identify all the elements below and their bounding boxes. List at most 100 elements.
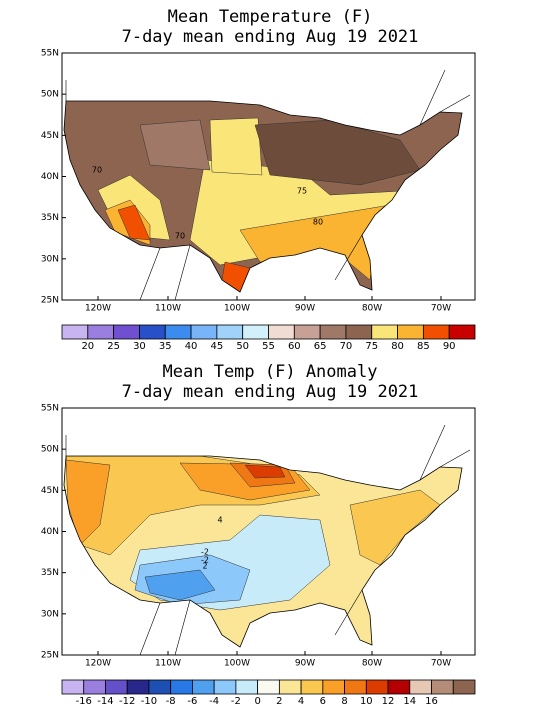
colorbar-box bbox=[365, 679, 389, 695]
colorbar-label: -14 bbox=[97, 696, 113, 707]
lon-label: 70W bbox=[431, 659, 451, 669]
colorbar-box bbox=[126, 679, 150, 695]
colorbar-label: 60 bbox=[288, 341, 301, 352]
lon-label: 80W bbox=[362, 304, 382, 314]
colorbar-box bbox=[190, 324, 218, 340]
contour-region bbox=[139, 119, 211, 171]
lat-label: 40N bbox=[41, 172, 59, 182]
colorbar-box bbox=[213, 679, 237, 695]
colorbar-box bbox=[431, 679, 454, 695]
shading bbox=[65, 456, 441, 611]
colorbar-label: 70 bbox=[340, 341, 353, 352]
map-body: 70 75 80 70 bbox=[63, 69, 471, 301]
coastline bbox=[174, 599, 191, 656]
colorbar-box bbox=[61, 324, 89, 340]
coastline bbox=[174, 244, 191, 301]
lat-label: 30N bbox=[41, 609, 59, 619]
colorbar-box bbox=[448, 324, 476, 340]
colorbar-box bbox=[278, 679, 302, 695]
colorbar-box bbox=[105, 679, 128, 695]
lon-label: 100W bbox=[224, 304, 250, 314]
contour-region bbox=[244, 464, 286, 479]
contour-label: 70 bbox=[175, 232, 185, 241]
lat-label: 50N bbox=[41, 445, 59, 455]
colorbar-box bbox=[387, 679, 411, 695]
colorbar-label: 10 bbox=[360, 696, 373, 707]
contour-label: -2 bbox=[201, 548, 209, 557]
colorbar-box bbox=[148, 679, 172, 695]
coastline bbox=[439, 94, 471, 113]
contour-label: 4 bbox=[217, 516, 222, 525]
coastline bbox=[139, 602, 161, 656]
coastline bbox=[334, 589, 363, 636]
contour-label: 75 bbox=[297, 187, 307, 196]
colorbar-box bbox=[293, 324, 321, 340]
colorbar-label: 0 bbox=[254, 696, 260, 707]
colorbar-box bbox=[257, 679, 280, 695]
colorbar-box bbox=[397, 324, 424, 340]
contour-region bbox=[209, 117, 263, 176]
map-subtitle: 7-day mean ending Aug 19 2021 bbox=[122, 27, 419, 47]
colorbar-box bbox=[344, 679, 367, 695]
contour-label: 70 bbox=[92, 166, 102, 175]
lat-label: 30N bbox=[41, 254, 59, 264]
lat-label: 35N bbox=[41, 213, 59, 223]
colorbar-label: -6 bbox=[187, 696, 197, 707]
colorbar-label: 45 bbox=[211, 341, 224, 352]
contour-region bbox=[65, 459, 111, 546]
colorbar-box bbox=[345, 324, 373, 340]
contour-label: 80 bbox=[313, 218, 323, 227]
colorbar-box bbox=[61, 679, 85, 695]
colorbar-label: 8 bbox=[341, 696, 347, 707]
colorbar-label: 12 bbox=[382, 696, 395, 707]
colorbar-label: 6 bbox=[320, 696, 326, 707]
colorbar-box bbox=[83, 679, 106, 695]
colorbar-label: 20 bbox=[81, 341, 94, 352]
coastline bbox=[419, 424, 446, 481]
contour-label: 2 bbox=[202, 562, 207, 571]
lon-label: 90W bbox=[295, 304, 315, 314]
colorbar-box bbox=[192, 679, 215, 695]
colorbar-label: 85 bbox=[417, 341, 430, 352]
map-title: Mean Temp (F) Anomaly bbox=[163, 362, 378, 382]
lon-label: 70W bbox=[431, 304, 451, 314]
lat-label: 25N bbox=[41, 651, 59, 661]
colorbar-label: 2 bbox=[276, 696, 282, 707]
colorbar-label: 55 bbox=[262, 341, 275, 352]
colorbar-box bbox=[216, 324, 244, 340]
colorbar-label: 4 bbox=[298, 696, 304, 707]
colorbar-box bbox=[113, 324, 140, 340]
colorbar-label: 90 bbox=[443, 341, 456, 352]
colorbar-label: 65 bbox=[314, 341, 327, 352]
lon-label: 80W bbox=[362, 659, 382, 669]
colorbar-label: -4 bbox=[209, 696, 219, 707]
contour-region bbox=[144, 569, 216, 601]
contour-label: -2 bbox=[201, 556, 209, 565]
colorbar-box bbox=[164, 324, 192, 340]
lat-label: 35N bbox=[41, 568, 59, 578]
colorbar-label: -16 bbox=[76, 696, 92, 707]
map-body: 4-2-22 bbox=[63, 424, 471, 656]
coastline bbox=[439, 449, 471, 468]
colorbar-box bbox=[235, 679, 259, 695]
colorbar-label: -10 bbox=[141, 696, 157, 707]
colorbar-label: -8 bbox=[166, 696, 176, 707]
lat-label: 50N bbox=[41, 90, 59, 100]
colorbar-label: 30 bbox=[133, 341, 146, 352]
colorbar-box bbox=[268, 324, 295, 340]
contour-region bbox=[117, 204, 151, 241]
colorbar-box bbox=[371, 324, 398, 340]
colorbar-label: 40 bbox=[185, 341, 198, 352]
coastline bbox=[334, 234, 363, 281]
lon-label: 120W bbox=[85, 304, 111, 314]
lat-label: 45N bbox=[41, 131, 59, 141]
lon-label: 90W bbox=[295, 659, 315, 669]
colorbar-box bbox=[452, 679, 476, 695]
colorbar-label: -2 bbox=[231, 696, 241, 707]
colorbar-label: 80 bbox=[391, 341, 404, 352]
lon-label: 110W bbox=[155, 304, 181, 314]
coastline bbox=[139, 247, 161, 301]
colorbar-box bbox=[319, 324, 347, 340]
